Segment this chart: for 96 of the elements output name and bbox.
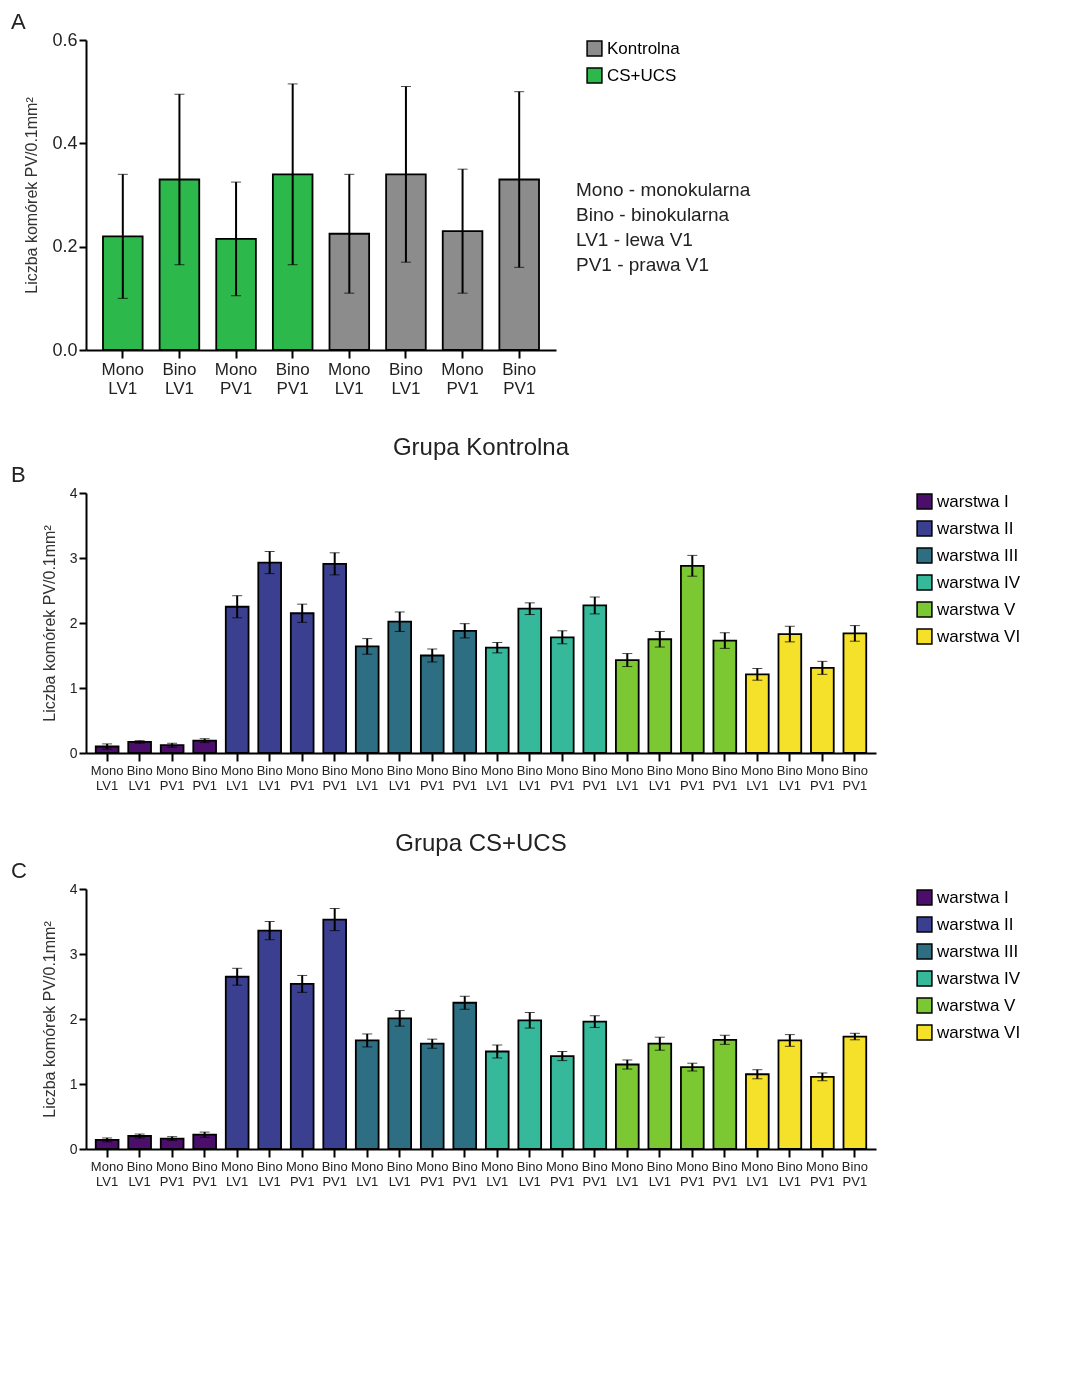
y-tick-label: 4	[69, 484, 78, 501]
x-tick-label: Bino LV1	[516, 762, 543, 793]
legend-label: warstwa IV	[936, 968, 1021, 988]
x-tick-label: Mono PV1	[415, 1158, 449, 1189]
x-tick-label: Mono LV1	[220, 762, 254, 793]
y-tick-label: 2	[69, 1010, 78, 1027]
y-tick-label: 0.6	[52, 29, 78, 50]
legend-label: warstwa II	[936, 518, 1014, 538]
text: Mono - monokularna	[576, 179, 751, 200]
y-tick-label: 0.2	[52, 236, 78, 257]
y-tick-label: 1	[69, 679, 78, 696]
y-tick-label: 0	[69, 744, 78, 761]
chart-title: Grupa CS+UCS	[395, 829, 567, 856]
x-tick-label: Mono LV1	[741, 1158, 774, 1189]
text: LV1 - lewa V1	[576, 229, 693, 250]
x-tick-label: Mono LV1	[480, 762, 514, 793]
x-tick-label: Bino LV1	[162, 359, 197, 398]
y-tick-label: 1	[69, 1075, 78, 1092]
chart-title: Grupa Kontrolna	[392, 433, 570, 460]
legend-label: warstwa V	[936, 599, 1017, 619]
y-axis-title: Liczba komórek PV/0.1mm²	[40, 920, 58, 1118]
x-tick-label: Mono PV1	[546, 762, 579, 793]
y-tick-label: 3	[69, 945, 78, 962]
x-tick-label: Mono PV1	[415, 762, 449, 793]
legend-label: Kontrolna	[607, 38, 681, 58]
legend-label: warstwa IV	[936, 572, 1021, 592]
x-tick-label: Mono PV1	[155, 762, 189, 793]
x-tick-label: Mono PV1	[676, 1158, 709, 1189]
x-tick-label: Mono LV1	[350, 762, 384, 793]
x-tick-label: Bino LV1	[386, 762, 413, 793]
y-tick-label: 0	[69, 1140, 78, 1157]
legend-label: warstwa VI	[936, 1022, 1021, 1042]
legend-label: warstwa II	[936, 914, 1014, 934]
text: PV1 - prawa V1	[576, 254, 710, 275]
y-tick-label: 2	[69, 614, 78, 631]
y-tick-label: 0.4	[52, 132, 78, 153]
x-tick-label: Mono PV1	[676, 762, 709, 793]
x-tick-label: Mono PV1	[546, 1158, 579, 1189]
x-tick-label: Bino PV1	[581, 762, 608, 793]
x-tick-label: Bino LV1	[646, 762, 673, 793]
x-tick-label: Mono LV1	[328, 359, 371, 398]
x-tick-label: Mono PV1	[806, 1158, 839, 1189]
x-tick-label: Bino PV1	[275, 359, 310, 398]
x-tick-label: Bino PV1	[451, 1158, 478, 1189]
x-tick-label: Bino LV1	[256, 762, 283, 793]
x-tick-label: Bino LV1	[776, 762, 803, 793]
x-tick-label: Mono PV1	[155, 1158, 189, 1189]
legend-label: warstwa V	[936, 995, 1017, 1015]
x-tick-label: Bino LV1	[516, 1158, 543, 1189]
text: B	[11, 462, 26, 487]
x-tick-label: Mono LV1	[741, 762, 774, 793]
x-tick-label: Mono LV1	[101, 359, 145, 398]
y-axis-title: Liczba komórek PV/0.1mm²	[40, 524, 58, 722]
x-tick-label: Bino LV1	[646, 1158, 673, 1189]
x-tick-label: Bino PV1	[502, 359, 537, 398]
x-tick-label: Bino PV1	[711, 762, 738, 793]
x-tick-label: Bino LV1	[256, 1158, 283, 1189]
legend-label: warstwa I	[936, 887, 1009, 907]
y-tick-label: 0.0	[52, 339, 78, 360]
legend-label: warstwa III	[936, 941, 1019, 961]
x-tick-label: Bino PV1	[321, 762, 348, 793]
text: A	[11, 9, 26, 34]
x-tick-label: Bino LV1	[126, 762, 153, 793]
x-tick-label: Bino PV1	[581, 1158, 608, 1189]
legend-label: CS+UCS	[607, 65, 677, 85]
x-tick-label: Mono LV1	[480, 1158, 514, 1189]
text: Bino - binokularna	[576, 204, 730, 225]
legend-label: warstwa III	[936, 545, 1019, 565]
x-tick-label: Mono PV1	[285, 1158, 319, 1189]
x-tick-label: Bino PV1	[841, 1158, 868, 1189]
x-tick-label: Mono PV1	[214, 359, 258, 398]
x-tick-label: Mono LV1	[90, 762, 124, 793]
x-tick-label: Bino LV1	[776, 1158, 803, 1189]
x-tick-label: Mono PV1	[285, 762, 319, 793]
x-tick-label: Bino PV1	[841, 762, 868, 793]
x-tick-label: Bino PV1	[711, 1158, 738, 1189]
text: C	[11, 858, 27, 883]
legend-label: warstwa I	[936, 491, 1009, 511]
x-tick-label: Bino PV1	[321, 1158, 348, 1189]
y-tick-label: 4	[69, 880, 78, 897]
x-tick-label: Mono LV1	[611, 762, 644, 793]
x-tick-label: Mono PV1	[441, 359, 484, 398]
x-tick-label: Mono LV1	[220, 1158, 254, 1189]
x-tick-label: Mono LV1	[90, 1158, 124, 1189]
x-tick-label: Mono PV1	[806, 762, 839, 793]
y-tick-label: 3	[69, 549, 78, 566]
y-axis-title: Liczba komórek PV/0.1mm²	[23, 96, 41, 294]
x-tick-label: Mono LV1	[350, 1158, 384, 1189]
x-tick-label: Bino LV1	[386, 1158, 413, 1189]
legend-label: warstwa VI	[936, 626, 1021, 646]
x-tick-label: Mono LV1	[611, 1158, 644, 1189]
x-tick-label: Bino LV1	[388, 359, 423, 398]
x-tick-label: Bino PV1	[451, 762, 478, 793]
x-tick-label: Bino LV1	[126, 1158, 153, 1189]
x-tick-label: Bino PV1	[191, 1158, 218, 1189]
x-tick-label: Bino PV1	[191, 762, 218, 793]
